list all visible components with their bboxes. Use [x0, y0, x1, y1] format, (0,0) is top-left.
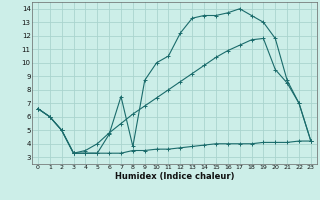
X-axis label: Humidex (Indice chaleur): Humidex (Indice chaleur): [115, 172, 234, 181]
